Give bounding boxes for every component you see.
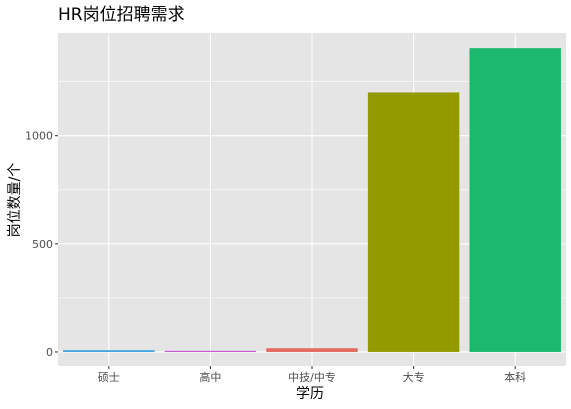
- bar-3: [266, 348, 358, 352]
- x-axis-title: 学历: [296, 386, 324, 402]
- x-tick-label: 中技/中专: [288, 370, 336, 384]
- bars: [63, 48, 561, 352]
- y-tick-label: 0: [46, 346, 53, 359]
- x-tick-label: 本科: [504, 370, 526, 384]
- x-tick-label: 硕士: [98, 371, 120, 384]
- y-axis: 0 500 1000: [25, 130, 58, 359]
- x-tick-label: 大专: [403, 370, 425, 384]
- y-tick-label: 1000: [25, 130, 53, 143]
- bar-5: [469, 48, 561, 352]
- bar-2: [164, 350, 257, 352]
- y-tick-label: 500: [32, 238, 53, 251]
- x-tick-label: 高中: [199, 370, 221, 384]
- y-axis-title: 岗位数量/个: [7, 163, 23, 238]
- x-axis: 硕士 高中 中技/中专 大专 本科: [98, 366, 526, 384]
- bar-1: [63, 350, 155, 352]
- chart-title: HR岗位招聘需求: [58, 5, 185, 25]
- bar-4: [367, 92, 460, 352]
